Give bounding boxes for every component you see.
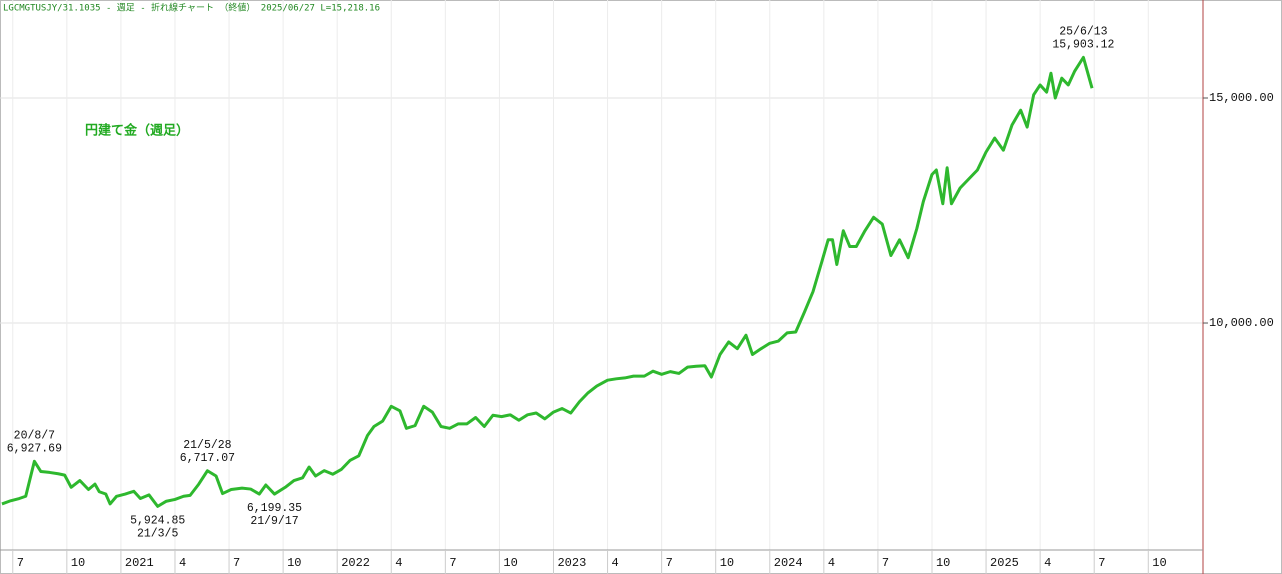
chart-title: LGCMGTUSJY/31.1035 - 週足 - 折れ線チャート （終値） 2…	[3, 2, 380, 14]
x-tick-label: 10	[503, 556, 517, 570]
x-tick-label: 10	[287, 556, 301, 570]
x-tick-label: 10	[720, 556, 734, 570]
x-tick-label: 2023	[557, 556, 586, 570]
date-label: 21/5/28	[183, 439, 231, 452]
x-tick-label: 10	[936, 556, 950, 570]
x-tick-label: 7	[17, 556, 24, 570]
x-tick-label: 4	[828, 556, 835, 570]
x-tick-label: 4	[1044, 556, 1051, 570]
date-label: 21/9/17	[250, 515, 298, 528]
date-label: 21/3/5	[137, 527, 179, 540]
x-tick-label: 4	[179, 556, 186, 570]
x-tick-label: 2024	[774, 556, 803, 570]
x-tick-label: 7	[233, 556, 240, 570]
date-label: 25/6/13	[1059, 25, 1107, 38]
x-tick-label: 2021	[125, 556, 154, 570]
x-tick-label: 7	[449, 556, 456, 570]
x-tick-label: 10	[71, 556, 85, 570]
x-tick-label: 2022	[341, 556, 370, 570]
x-tick-label: 7	[1098, 556, 1105, 570]
value-label: 15,903.12	[1052, 38, 1114, 51]
y-tick-label: 10,000.00	[1209, 316, 1274, 330]
value-label: 5,924.85	[130, 514, 185, 527]
legend-label: 円建て金（週足）	[85, 123, 189, 139]
value-label: 6,199.35	[247, 502, 302, 515]
x-tick-label: 7	[882, 556, 889, 570]
x-tick-label: 4	[395, 556, 402, 570]
value-label: 6,927.69	[7, 442, 62, 455]
value-label: 6,717.07	[180, 452, 235, 465]
x-tick-label: 10	[1152, 556, 1166, 570]
series-line	[1, 55, 1094, 508]
x-tick-label: 7	[666, 556, 673, 570]
x-tick-label: 4	[612, 556, 619, 570]
x-tick-label: 2025	[990, 556, 1019, 570]
date-label: 20/8/7	[14, 429, 55, 442]
y-tick-label: 15,000.00	[1209, 91, 1274, 105]
